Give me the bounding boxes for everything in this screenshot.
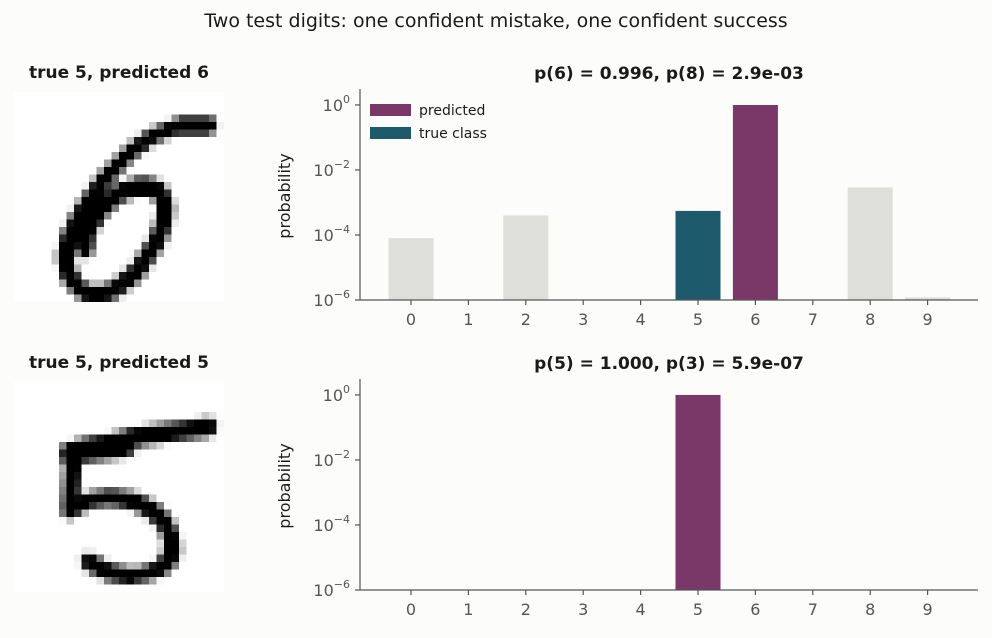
- x-tick-label: 5: [693, 600, 703, 619]
- y-tick-label: 100: [323, 383, 350, 405]
- x-tick-label: 2: [521, 600, 531, 619]
- bar-digit-9: [905, 297, 951, 300]
- x-tick-label: 4: [636, 310, 646, 329]
- x-tick-label: 8: [865, 310, 875, 329]
- probability-chart-1: p(6) = 0.996, p(8) = 2.9e-03 10−6 10−4 10−2…: [275, 64, 978, 329]
- handwritten-digit-six-image: [14, 92, 224, 302]
- x-tick-label: 9: [923, 310, 933, 329]
- legend-swatch-0: [370, 104, 411, 116]
- bar-digit-5: [675, 394, 721, 590]
- y-tick-label: 10−6: [313, 288, 350, 310]
- y-axis-label: probability: [275, 443, 294, 528]
- x-tick-label: 6: [750, 600, 760, 619]
- chart-2-title: p(5) = 1.000, p(3) = 5.9e-07: [534, 354, 804, 374]
- x-tick-label: 2: [521, 310, 531, 329]
- x-tick-label: 7: [808, 310, 818, 329]
- y-tick-label: 10−4: [313, 513, 350, 535]
- digit-1-title: true 5, predicted 6: [29, 63, 209, 83]
- probability-chart-2: p(5) = 1.000, p(3) = 5.9e-07 10−6 10−4 10−2…: [275, 354, 978, 619]
- x-tick-label: 3: [578, 310, 588, 329]
- x-tick-label: 3: [578, 600, 588, 619]
- bar-digit-0: [388, 238, 434, 300]
- x-tick-label: 6: [750, 310, 760, 329]
- digit-2-title: true 5, predicted 5: [29, 353, 209, 373]
- bar-digit-5: [675, 210, 721, 300]
- legend-label-1: true class: [419, 126, 487, 142]
- x-tick-label: 1: [463, 310, 473, 329]
- x-tick-label: 0: [406, 310, 416, 329]
- x-tick-label: 1: [463, 600, 473, 619]
- bar-digit-8: [847, 187, 893, 300]
- y-tick-label: 10−2: [313, 448, 350, 470]
- chart-1-title: p(6) = 0.996, p(8) = 2.9e-03: [534, 64, 804, 84]
- y-tick-label: 10−6: [313, 578, 350, 600]
- x-tick-label: 4: [636, 600, 646, 619]
- bar-digit-2: [503, 215, 549, 300]
- bar-digit-6: [732, 104, 778, 300]
- legend-swatch-1: [370, 127, 411, 139]
- x-tick-label: 5: [693, 310, 703, 329]
- x-tick-label: 0: [406, 600, 416, 619]
- y-axis-label: probability: [275, 153, 294, 238]
- legend-label-0: predicted: [419, 103, 485, 119]
- handwritten-digit-five-image: [14, 382, 224, 592]
- y-tick-label: 10−2: [313, 158, 350, 180]
- x-tick-label: 9: [923, 600, 933, 619]
- figure-title: Two test digits: one confident mistake, …: [204, 10, 788, 32]
- y-tick-label: 100: [323, 93, 350, 115]
- x-tick-label: 8: [865, 600, 875, 619]
- y-tick-label: 10−4: [313, 223, 350, 245]
- x-tick-label: 7: [808, 600, 818, 619]
